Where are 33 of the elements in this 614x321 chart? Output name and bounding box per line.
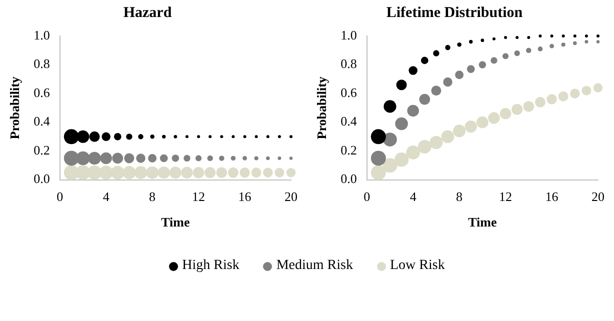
y-tick-label: 1.0 bbox=[34, 27, 50, 42]
x-tick-label: 4 bbox=[102, 189, 110, 204]
y-tick-label: 0.2 bbox=[340, 142, 357, 158]
chart-title: Hazard bbox=[123, 4, 172, 21]
x-tick-label: 20 bbox=[284, 189, 298, 204]
x-tick-label: 8 bbox=[149, 189, 156, 204]
y-tick-label: 0.0 bbox=[340, 171, 357, 186]
y-tick-label: 0.4 bbox=[34, 114, 50, 129]
x-tick-label: 8 bbox=[456, 189, 463, 204]
x-tick-label: 16 bbox=[545, 189, 559, 204]
y-tick-label: 0.6 bbox=[34, 84, 50, 100]
x-tick-label: 4 bbox=[410, 189, 417, 204]
x-tick-label: 16 bbox=[238, 189, 252, 204]
y-tick-label: 0.0 bbox=[34, 171, 50, 186]
y-tick-label: 0.6 bbox=[340, 84, 358, 100]
y-axis-title: Probability bbox=[7, 76, 22, 140]
x-tick-label: 12 bbox=[499, 189, 512, 204]
x-tick-label: 0 bbox=[364, 189, 370, 204]
x-tick-label: 20 bbox=[592, 189, 604, 204]
legend-label: Low Risk bbox=[390, 258, 445, 274]
x-axis-title: Time bbox=[468, 214, 497, 230]
y-tick-label: 0.2 bbox=[34, 142, 50, 158]
legend-label: Medium Risk bbox=[276, 258, 353, 274]
y-tick-label: 1.0 bbox=[340, 27, 357, 42]
x-tick-label: 0 bbox=[56, 189, 64, 204]
y-tick-label: 0.8 bbox=[34, 56, 50, 72]
x-axis-title: Time bbox=[161, 214, 190, 230]
y-axis-title: Probability bbox=[314, 76, 330, 140]
y-tick-label: 0.8 bbox=[340, 56, 357, 72]
legend-label: High Risk bbox=[182, 258, 240, 274]
chart-title: Lifetime Distribution bbox=[386, 4, 524, 21]
x-tick-label: 12 bbox=[192, 189, 206, 204]
y-tick-label: 0.4 bbox=[340, 114, 358, 129]
